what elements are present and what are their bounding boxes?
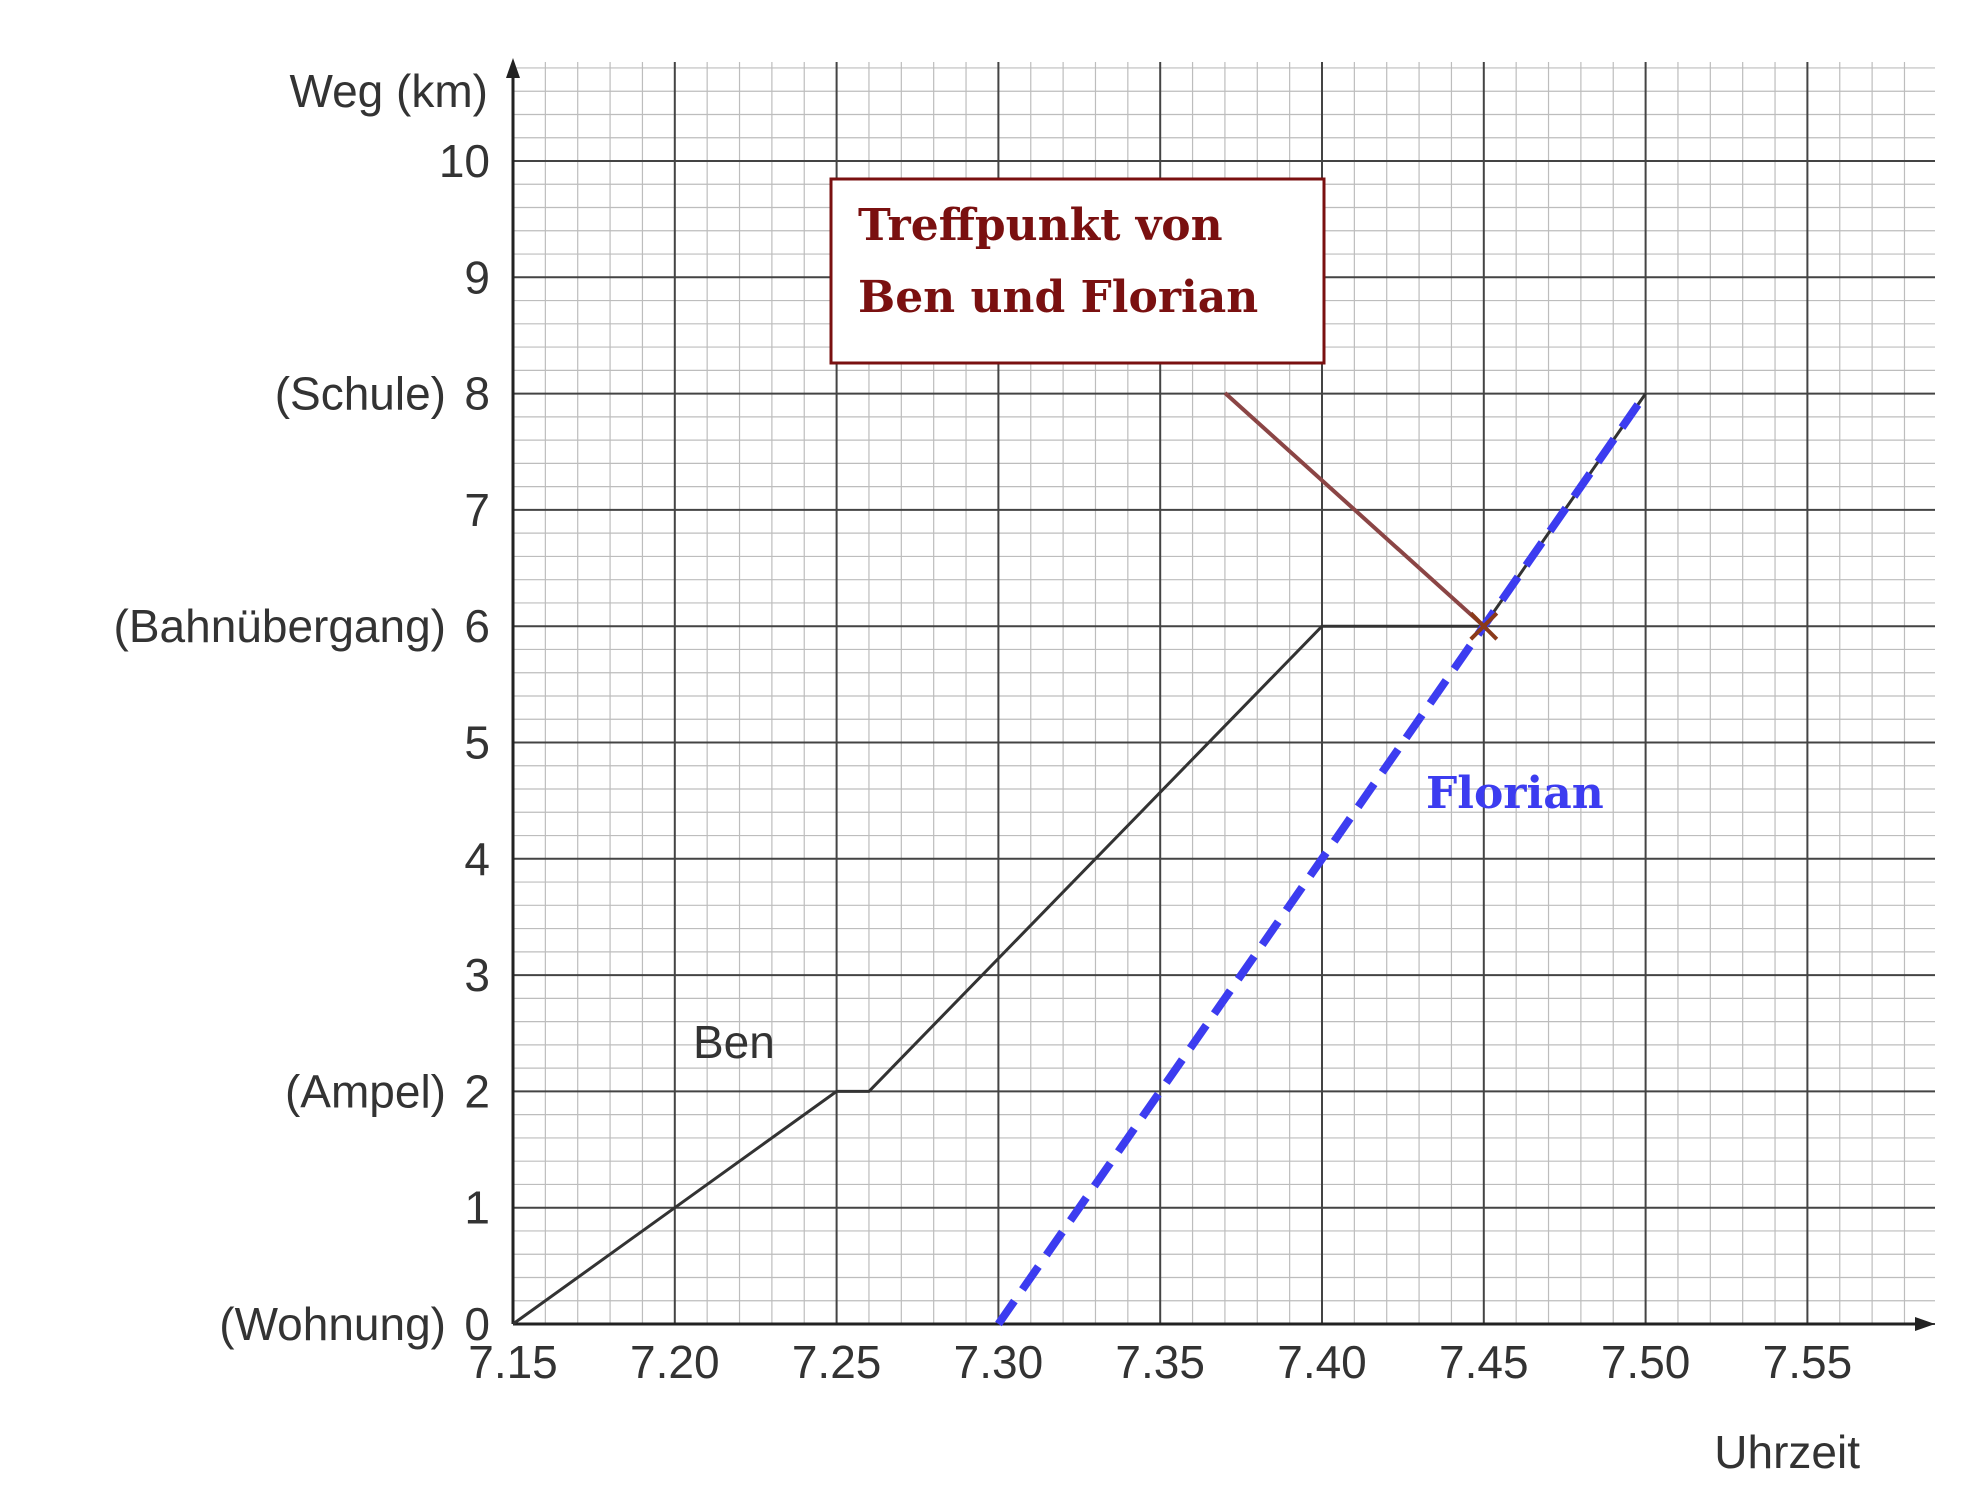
y-tick-label: 0 [464, 1298, 490, 1350]
y-tick-labels: 0 1 2 3 4 5 6 7 8 9 10 [439, 135, 490, 1350]
y-tick-label: 9 [464, 251, 490, 303]
x-tick-label: 7.20 [630, 1336, 720, 1388]
x-axis-arrow [1915, 1317, 1935, 1331]
axes [506, 58, 1935, 1331]
y-place-label: (Schule) [275, 368, 446, 420]
x-tick-label: 7.45 [1439, 1336, 1529, 1388]
x-tick-label: 7.55 [1763, 1336, 1853, 1388]
y-tick-label: 5 [464, 717, 490, 769]
x-tick-label: 7.35 [1115, 1336, 1205, 1388]
series-label-ben: Ben [693, 1016, 775, 1068]
x-tick-labels: 7.15 7.20 7.25 7.30 7.35 7.40 7.45 7.50 7.55 [468, 1336, 1852, 1388]
y-tick-label: 8 [464, 368, 490, 420]
y-tick-label: 2 [464, 1065, 490, 1117]
annotation-line-2: Ben und Florian [858, 272, 1258, 323]
y-place-label: (Bahnübergang) [114, 600, 446, 652]
meeting-point-marker [1469, 611, 1499, 641]
meeting-marker-stroke [1469, 611, 1499, 641]
y-tick-label: 10 [439, 135, 490, 187]
x-tick-label: 7.30 [954, 1336, 1044, 1388]
x-tick-label: 7.25 [792, 1336, 882, 1388]
y-axis-title: Weg (km) [290, 65, 489, 117]
y-place-label: (Ampel) [285, 1065, 446, 1117]
y-place-label: (Wohnung) [219, 1298, 446, 1350]
annotation-line-1: Treffpunkt von [858, 200, 1223, 251]
y-axis-arrow [506, 58, 520, 78]
y-tick-label: 7 [464, 484, 490, 536]
series-layer [512, 391, 1649, 1327]
y-place-labels: (Wohnung) (Ampel) (Bahnübergang) (Schule) [114, 368, 446, 1350]
y-tick-label: 3 [464, 949, 490, 1001]
series-label-florian: Florian [1426, 768, 1604, 819]
annotation-pointer [1223, 391, 1486, 628]
x-tick-label: 7.15 [468, 1336, 558, 1388]
x-tick-label: 7.40 [1277, 1336, 1367, 1388]
x-tick-label: 7.50 [1601, 1336, 1691, 1388]
x-axis-title: Uhrzeit [1714, 1426, 1860, 1478]
y-tick-label: 6 [464, 600, 490, 652]
series-line-florian [995, 391, 1649, 1327]
y-tick-label: 1 [464, 1182, 490, 1234]
y-tick-label: 4 [464, 833, 490, 885]
annotation: Treffpunkt von Ben und Florian [829, 177, 1499, 641]
annotation-box [829, 177, 1326, 365]
